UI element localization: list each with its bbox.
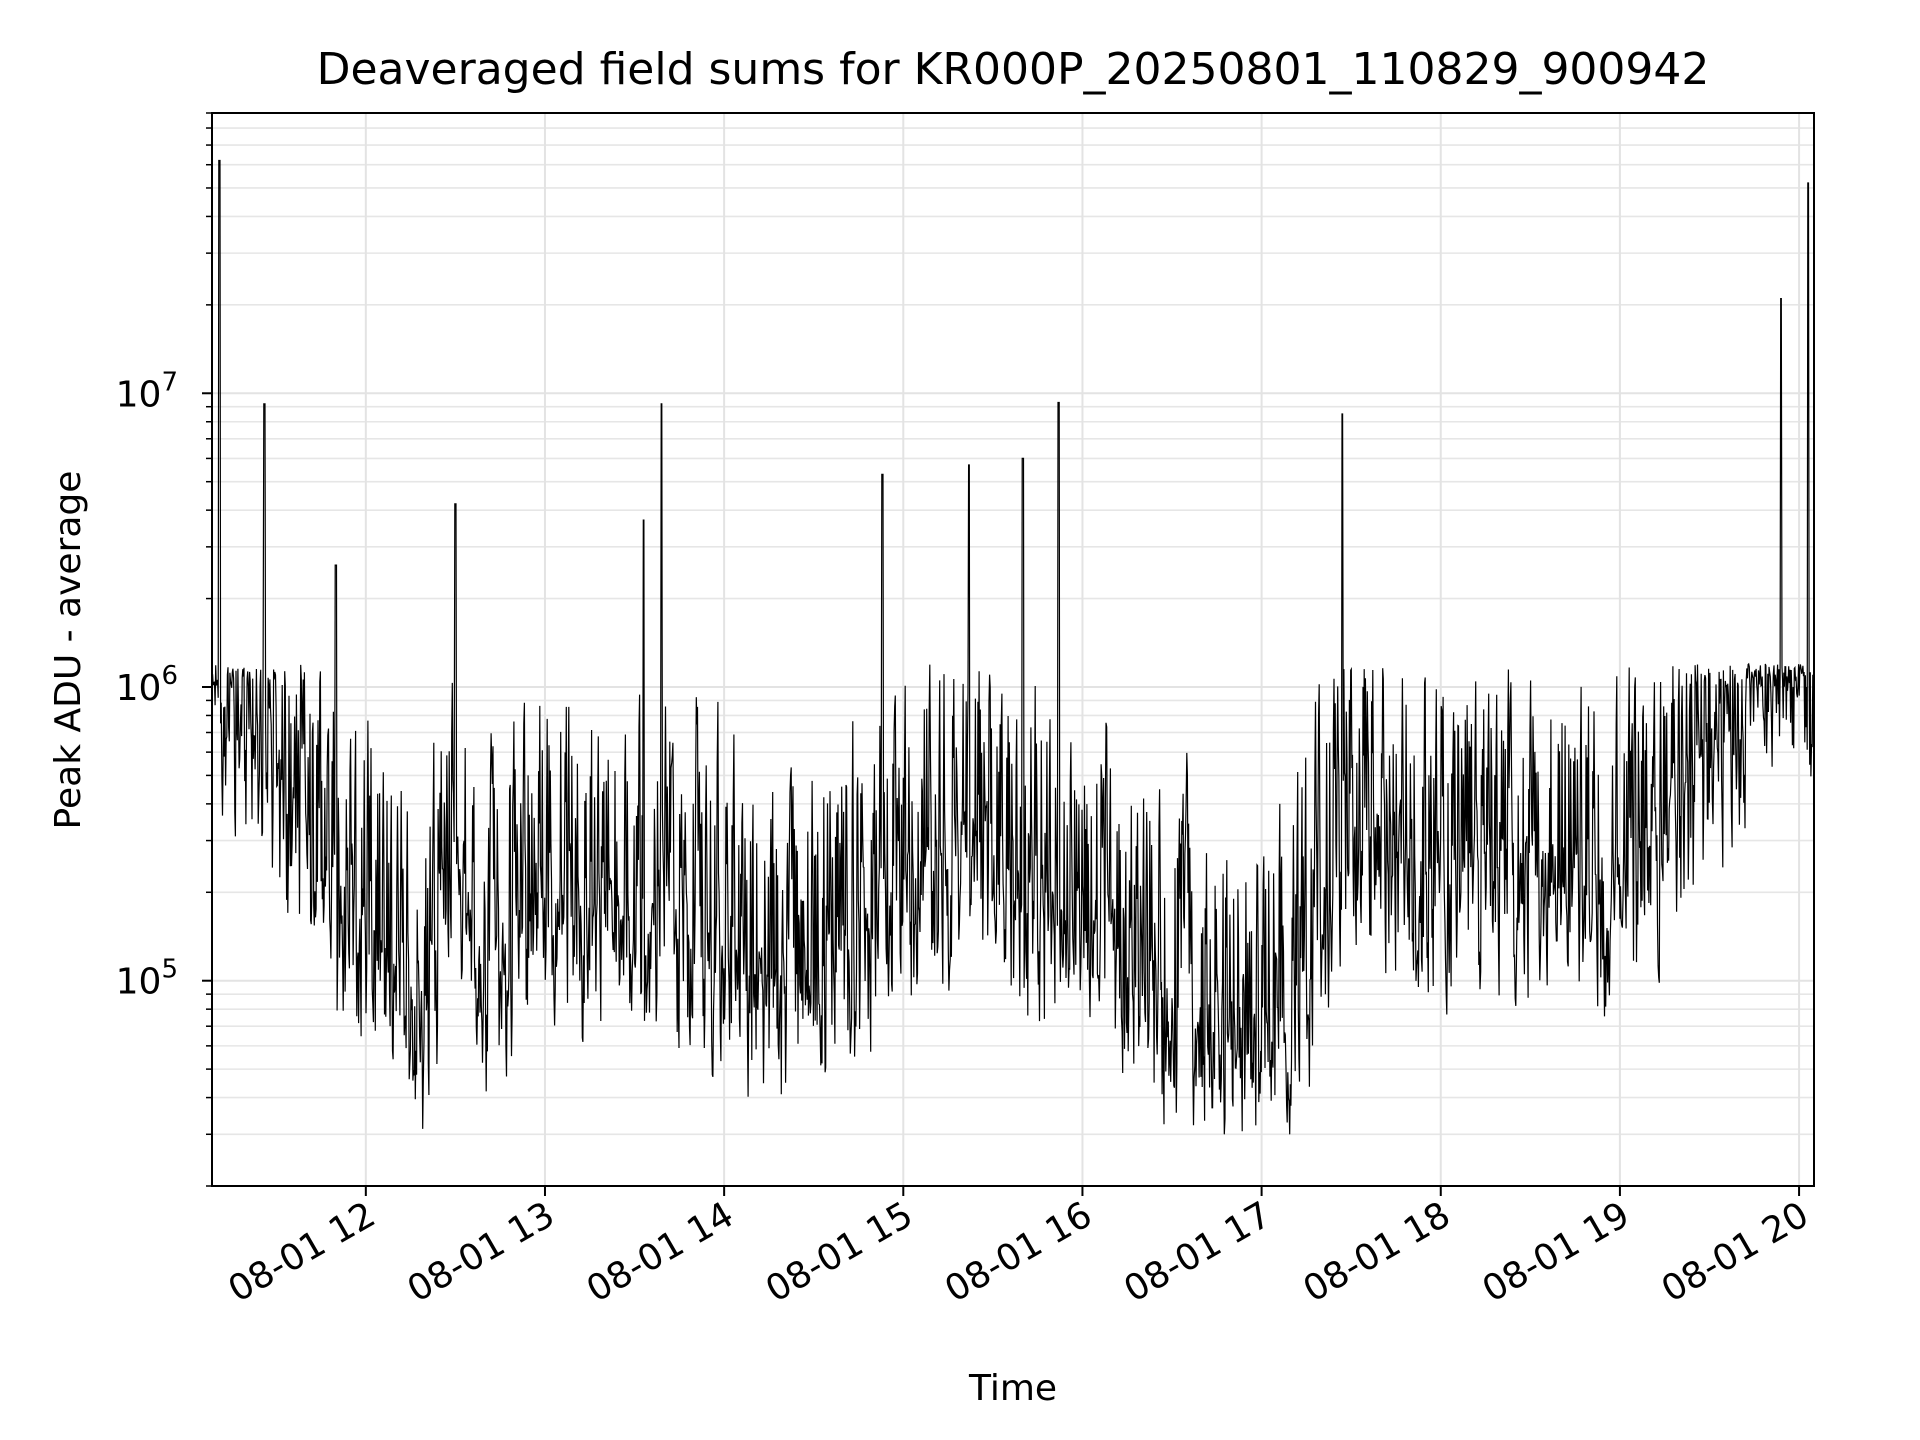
- series-line: [211, 159, 1815, 1135]
- data-series: [211, 159, 1815, 1135]
- y-tick-label: 106: [116, 661, 178, 709]
- plot-frame: [211, 112, 1815, 1187]
- y-tick-label: 107: [116, 367, 178, 415]
- y-axis-label: Peak ADU - average: [48, 471, 89, 830]
- chart-title: Deaveraged field sums for KR000P_2025080…: [317, 44, 1710, 95]
- y-tick-label: 105: [116, 955, 178, 1003]
- x-axis-label: Time: [968, 1368, 1057, 1409]
